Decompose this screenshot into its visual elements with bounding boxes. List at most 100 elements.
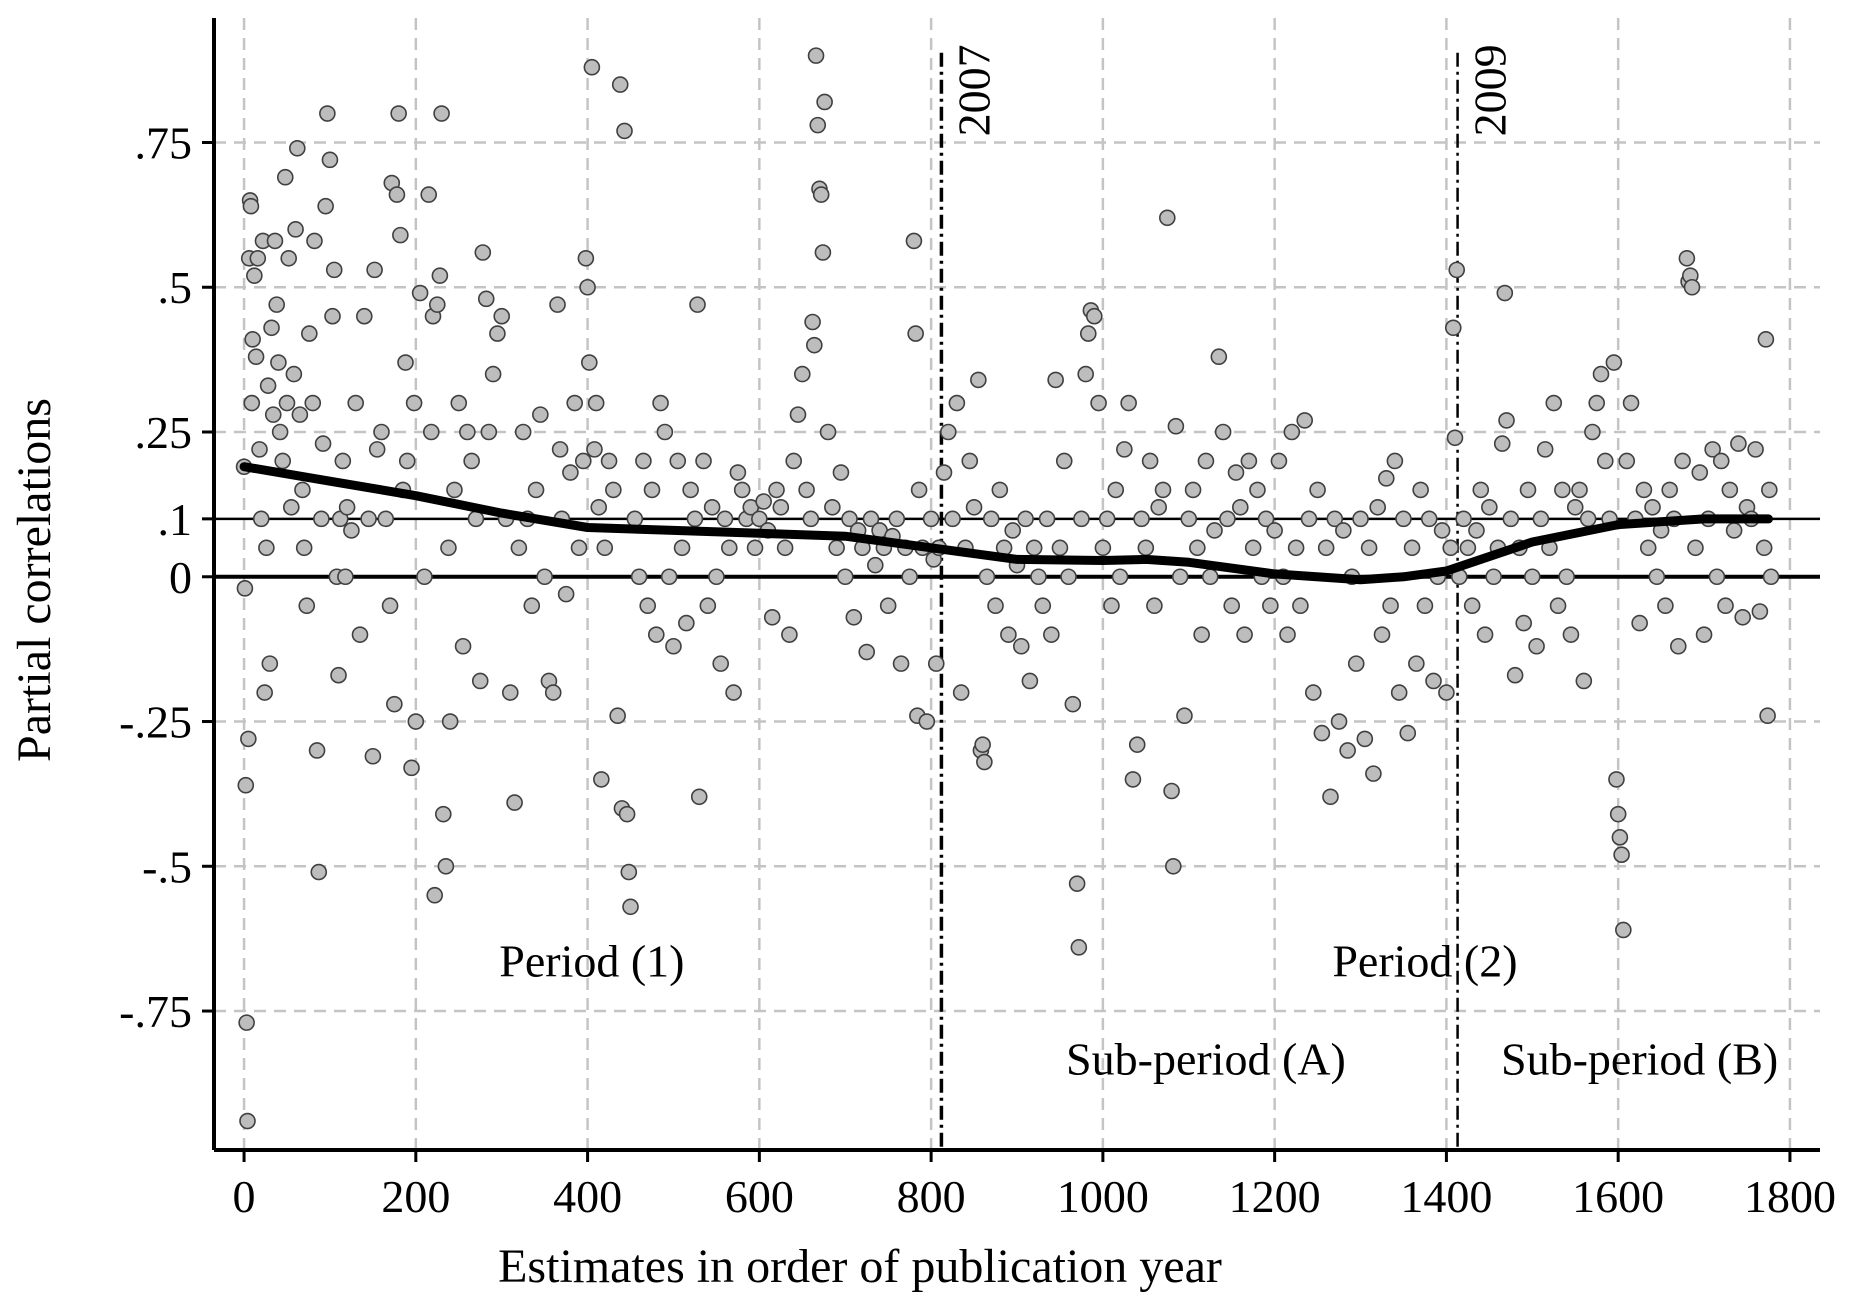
- data-point: [1335, 522, 1352, 539]
- data-point: [1528, 637, 1545, 655]
- data-point: [467, 510, 485, 528]
- data-point: [1532, 510, 1550, 528]
- data-point: [259, 377, 277, 394]
- data-point: [1575, 672, 1593, 690]
- data-point: [1416, 597, 1434, 615]
- data-point: [1523, 568, 1541, 586]
- data-point: [1377, 470, 1395, 487]
- data-point: [1549, 597, 1567, 615]
- data-point: [1034, 597, 1052, 615]
- data-point: [1644, 498, 1661, 516]
- data-point: [1240, 452, 1258, 470]
- x-tick-label: 1800: [1744, 1171, 1836, 1222]
- data-point: [386, 695, 403, 713]
- data-point: [1757, 331, 1775, 348]
- data-point: [1446, 429, 1464, 447]
- x-tick-label: 1000: [1057, 1171, 1149, 1222]
- data-point: [1051, 539, 1069, 557]
- data-point: [407, 713, 425, 730]
- data-point: [1206, 522, 1223, 539]
- data-point: [1584, 423, 1601, 441]
- data-point: [785, 452, 803, 470]
- data-point: [295, 539, 313, 557]
- data-point: [976, 753, 993, 771]
- data-point: [1141, 452, 1159, 470]
- data-point: [1197, 452, 1215, 470]
- data-point: [695, 452, 712, 470]
- data-point: [905, 232, 923, 250]
- data-point: [1201, 568, 1219, 586]
- data-point: [581, 354, 598, 371]
- data-point: [1244, 539, 1262, 557]
- data-point: [673, 539, 691, 557]
- data-point: [1360, 539, 1378, 557]
- x-tick-label: 0: [233, 1171, 256, 1222]
- data-point: [270, 354, 287, 371]
- data-point: [620, 863, 638, 881]
- data-point: [1176, 707, 1193, 725]
- data-point: [562, 464, 579, 481]
- data-point: [1210, 348, 1228, 366]
- data-point: [321, 151, 339, 169]
- axes: [202, 18, 1820, 1162]
- data-point: [243, 394, 261, 412]
- annotations: Period (1) Period (2) Sub-period (A) Sub-pe…: [499, 935, 1778, 1084]
- data-point: [816, 93, 833, 111]
- data-point: [716, 510, 734, 528]
- data-point: [1070, 939, 1088, 956]
- data-point: [1017, 510, 1034, 528]
- data-point: [477, 290, 495, 308]
- data-point: [242, 197, 260, 215]
- data-point: [244, 331, 261, 348]
- data-point: [586, 441, 603, 458]
- data-point: [841, 510, 858, 528]
- data-point: [1107, 481, 1125, 499]
- data-point: [1515, 614, 1533, 632]
- data-point: [1012, 637, 1030, 655]
- data-point: [1330, 713, 1348, 730]
- data-point: [308, 742, 326, 759]
- data-point: [1622, 394, 1640, 412]
- data-point: [1111, 568, 1129, 586]
- data-point: [987, 597, 1004, 615]
- data-point: [324, 307, 341, 325]
- data-point: [268, 296, 285, 313]
- data-point: [1098, 510, 1116, 528]
- data-point: [665, 637, 682, 655]
- data-point: [405, 394, 423, 412]
- data-point: [1657, 597, 1674, 615]
- data-point: [858, 643, 876, 661]
- data-point: [939, 423, 957, 441]
- data-point: [1300, 510, 1318, 528]
- data-point: [1481, 498, 1498, 516]
- data-point: [1090, 394, 1107, 412]
- data-point: [1472, 481, 1490, 499]
- data-point: [459, 423, 476, 441]
- data-point: [910, 481, 928, 499]
- data-point: [1608, 771, 1625, 788]
- data-point: [725, 684, 742, 701]
- data-point: [1283, 423, 1301, 441]
- data-point: [523, 597, 541, 615]
- data-point: [514, 423, 532, 441]
- annotation-label: Period (2): [1332, 935, 1517, 986]
- data-point: [1073, 510, 1090, 528]
- data-point: [746, 539, 764, 557]
- data-point: [1669, 637, 1687, 655]
- data-point: [1128, 736, 1146, 753]
- data-point: [271, 423, 289, 441]
- data-point: [1158, 209, 1176, 227]
- data-point: [251, 441, 268, 458]
- data-point: [892, 655, 910, 672]
- data-point: [1365, 765, 1382, 782]
- data-point: [319, 105, 336, 122]
- data-point: [484, 365, 502, 383]
- y-tick-label: .75: [135, 117, 193, 168]
- data-point: [1120, 394, 1137, 412]
- x-tick-label: 400: [553, 1171, 622, 1222]
- data-point: [901, 568, 918, 586]
- data-point: [392, 226, 409, 244]
- x-tick-label: 1200: [1229, 1171, 1321, 1222]
- data-point: [298, 597, 316, 615]
- data-point: [489, 325, 506, 342]
